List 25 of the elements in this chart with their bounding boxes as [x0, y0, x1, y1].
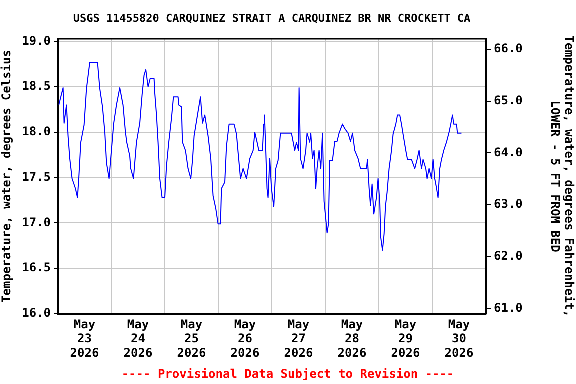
- y2-axis-title: Temperature, water, degrees Fahrenheit, LOWER - 5 FT FROM BED: [548, 36, 576, 318]
- y-tick-label: 18.0: [22, 124, 51, 139]
- y2-tick-label: 65.0: [494, 93, 523, 108]
- chart-title: USGS 11455820 CARQUINEZ STRAIT A CARQUINEZ BR NR CROCKETT CA: [73, 12, 472, 25]
- x-tick-label: May 30 2026: [444, 317, 474, 360]
- x-tick-label: May 25 2026: [177, 317, 206, 360]
- y-tick-label: 16.0: [22, 306, 51, 320]
- y-tick-label: 16.5: [22, 260, 51, 275]
- x-tick-label: May 24 2026: [124, 317, 153, 360]
- y2-tick-label: 66.0: [494, 42, 523, 56]
- y-tick-label: 19.0: [22, 34, 51, 48]
- y2-tick-label: 64.0: [494, 145, 523, 160]
- y2-tick-label: 62.0: [494, 249, 523, 264]
- y-axis-title: Temperature, water, degrees Celsius: [0, 50, 14, 303]
- y-tick-label: 18.5: [22, 79, 51, 94]
- x-tick-label: May 23 2026: [70, 317, 100, 360]
- x-tick-label: May 29 2026: [391, 317, 420, 360]
- x-tick-label: May 26 2026: [230, 317, 260, 360]
- y-tick-label: 17.0: [22, 215, 51, 230]
- y2-tick-label: 61.0: [494, 300, 523, 315]
- x-tick-label: May 27 2026: [284, 317, 314, 360]
- text: ---- Provisional Data Subject to Revision ----: [122, 367, 454, 382]
- x-tick-label: May 28 2026: [338, 317, 367, 360]
- y-tick-label: 17.5: [22, 170, 51, 184]
- y2-tick-label: 63.0: [494, 197, 523, 212]
